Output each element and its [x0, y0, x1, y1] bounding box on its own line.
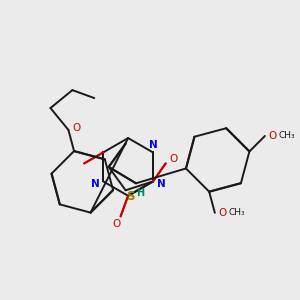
Text: N: N [157, 179, 165, 189]
Text: O: O [269, 131, 277, 141]
Text: N: N [149, 140, 158, 149]
Text: CH₃: CH₃ [228, 208, 245, 217]
Text: S: S [126, 190, 135, 203]
Text: O: O [112, 219, 121, 229]
Text: O: O [169, 154, 178, 164]
Text: O: O [72, 123, 80, 133]
Text: O: O [219, 208, 227, 218]
Text: H: H [136, 188, 144, 198]
Text: CH₃: CH₃ [278, 131, 295, 140]
Text: N: N [91, 179, 100, 189]
